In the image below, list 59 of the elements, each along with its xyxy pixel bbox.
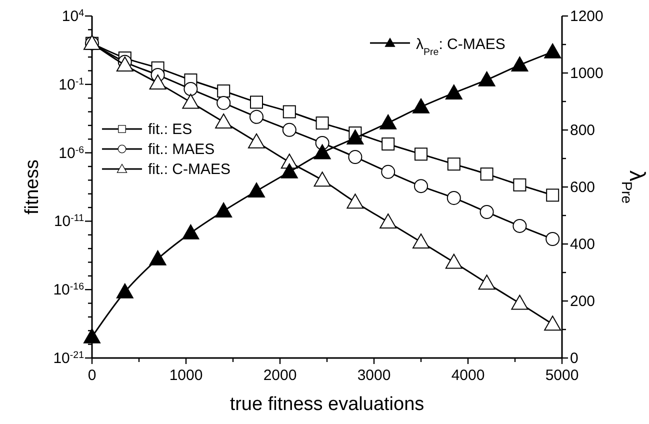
point bbox=[447, 158, 460, 171]
y-tick-label: 10$^{-11}$ bbox=[54, 212, 84, 230]
x-tick-label: 1000 bbox=[169, 367, 203, 384]
x-axis-title: true fitness evaluations bbox=[230, 394, 424, 415]
point bbox=[282, 105, 296, 118]
point bbox=[316, 116, 329, 130]
point bbox=[184, 82, 198, 96]
point bbox=[480, 168, 494, 181]
legend-label: fit.: ES bbox=[148, 121, 192, 138]
point bbox=[546, 188, 560, 202]
point bbox=[414, 148, 428, 161]
legend-label: fit.: MAES bbox=[148, 141, 215, 158]
x-tick-label: 5000 bbox=[545, 367, 579, 384]
point bbox=[250, 96, 263, 109]
legend-label: fit.: C-MAES bbox=[148, 161, 231, 178]
point bbox=[215, 113, 232, 128]
y2-tick-label: 200 bbox=[570, 293, 596, 310]
point bbox=[546, 232, 560, 246]
point bbox=[513, 178, 526, 192]
point bbox=[217, 84, 230, 98]
point bbox=[216, 96, 231, 110]
x-tick-label: 2000 bbox=[263, 367, 297, 384]
point bbox=[511, 294, 528, 310]
y2-tick-label: 800 bbox=[570, 122, 596, 139]
point bbox=[480, 205, 494, 220]
point bbox=[544, 316, 562, 331]
point bbox=[149, 74, 166, 90]
y2-tick-label: 1200 bbox=[570, 8, 604, 25]
point bbox=[414, 179, 428, 194]
x-tick-label: 4000 bbox=[451, 367, 485, 384]
point bbox=[282, 122, 296, 137]
point bbox=[380, 214, 397, 229]
y-axis-title: fitness bbox=[22, 160, 43, 214]
point bbox=[445, 254, 462, 269]
point bbox=[182, 94, 200, 109]
point bbox=[446, 190, 461, 205]
y2-tick-label: 400 bbox=[570, 236, 596, 253]
x-tick-label: 3000 bbox=[357, 367, 391, 384]
point bbox=[116, 56, 134, 72]
point bbox=[250, 110, 264, 124]
point bbox=[512, 218, 527, 233]
point bbox=[381, 164, 396, 179]
point bbox=[478, 274, 496, 290]
y2-tick-label: 600 bbox=[570, 179, 596, 196]
point bbox=[248, 133, 265, 148]
x-tick-label: 0 bbox=[88, 367, 96, 384]
point bbox=[382, 138, 395, 150]
y2-tick-label: 0 bbox=[570, 350, 578, 367]
y-tick-label: 10$^{-16}$ bbox=[53, 281, 84, 299]
y-tick-label: 10$^{-1}$ bbox=[58, 76, 84, 94]
point bbox=[348, 150, 362, 164]
point bbox=[346, 194, 364, 209]
y2-tick-label: 1000 bbox=[570, 65, 604, 82]
point bbox=[412, 234, 430, 249]
y-tick-label: 10$^{4}$ bbox=[62, 8, 85, 25]
y-tick-label: 10$^{-21}$ bbox=[53, 350, 84, 367]
legend-label: λ$_{Pre}$: C-MAES bbox=[416, 36, 506, 58]
y-tick-label: 10$^{-6}$ bbox=[58, 144, 84, 162]
point bbox=[314, 172, 331, 187]
